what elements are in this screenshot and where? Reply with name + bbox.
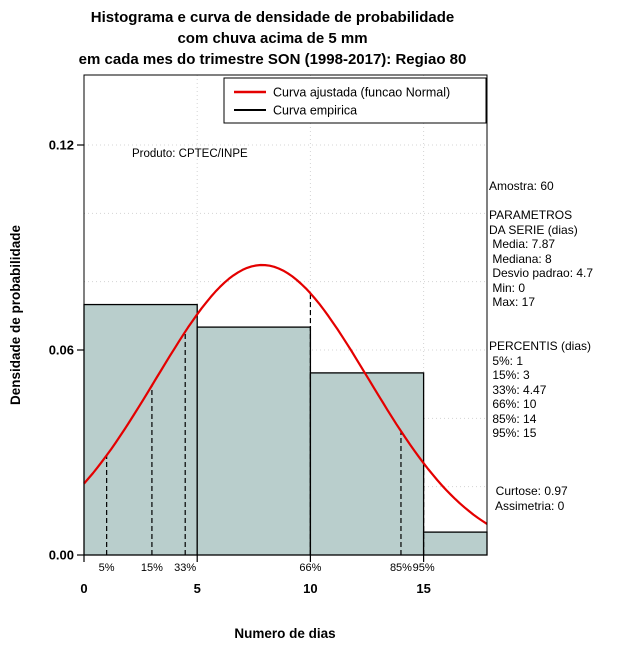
stats-line [489,324,639,339]
x-tick-label: 10 [303,581,317,596]
stats-line: DA SERIE (dias) [489,222,578,237]
y-tick-label: 0.06 [49,343,74,358]
curve-layer [83,263,488,525]
stats-line: 66%: 10 [489,397,537,412]
stats-line: 33%: 4.47 [489,382,547,397]
stats-line: PARAMETROS [489,208,573,223]
title-line-1: Histograma e curva de densidade de proba… [90,9,455,26]
annotation-text: Produto: CPTEC/INPE [132,148,248,160]
x-tick-label: 0 [80,581,87,596]
stats-line: Mediana: 8 [489,251,552,266]
x-tick-label: 5 [194,581,201,596]
legend-box [223,77,487,124]
percentile-label: 33% [174,562,196,574]
stats-line: Curtose: 0.97 [489,484,568,499]
stats-line: 5%: 1 [489,353,524,368]
histogram-bar [422,531,488,556]
histogram-bar [83,303,198,556]
axis-layer: 0 5 10 15 0.00 0.06 0.12 [49,74,488,596]
percentile-label: 95% [413,562,435,574]
stats-panel: Amostra: 60 PARAMETROS DA SERIE (dias) Me… [489,179,639,514]
x-axis-title: Numero de dias [234,626,335,641]
stats-line: 15%: 3 [489,368,530,383]
stats-line: 95%: 15 [489,426,537,441]
histogram-bar [309,372,425,556]
title-line-2: com chuva acima de 5 mm [177,30,368,47]
percentile-label: 15% [141,562,163,574]
stats-line: Media: 7.87 [489,237,556,252]
stats-line [489,194,639,209]
percentile-label: 85% [390,562,412,574]
y-tick-label: 0.12 [49,138,74,153]
stats-line [489,470,639,485]
y-axis-title: Densidade de probabilidade [8,224,23,405]
histogram-bar [196,326,312,556]
stats-line [489,455,639,470]
stats-line: Desvio padrao: 4.7 [489,266,594,281]
y-tick-label: 0.00 [49,548,74,563]
stats-line: Assimetria: 0 [489,499,565,514]
legend-label: Curva ajustada (funcao Normal) [273,86,450,100]
stats-line [489,310,639,325]
stats-line: 85%: 14 [489,411,537,426]
x-tick-label: 15 [416,581,430,596]
stats-line: Amostra: 60 [489,179,554,193]
stats-line: Max: 17 [489,295,536,310]
stats-line: Min: 0 [489,280,526,295]
percentile-layer: 5% 15% 33% 66% 85% 95% [99,293,435,574]
stats-line [489,441,639,456]
legend-label: Curva empirica [273,104,357,118]
title-line-3: em cada mes do trimestre SON (1998-2017)… [78,51,467,68]
legend: Curva ajustada (funcao Normal) Curva emp… [223,77,487,124]
plot-border [83,74,488,556]
chart-title: Histograma e curva de densidade de proba… [0,7,545,70]
bars-layer [83,303,488,556]
percentile-label: 66% [299,562,321,574]
stats-line: PERCENTIS (dias) [489,339,592,354]
percentile-label: 5% [99,562,115,574]
normal-curve [83,263,488,525]
